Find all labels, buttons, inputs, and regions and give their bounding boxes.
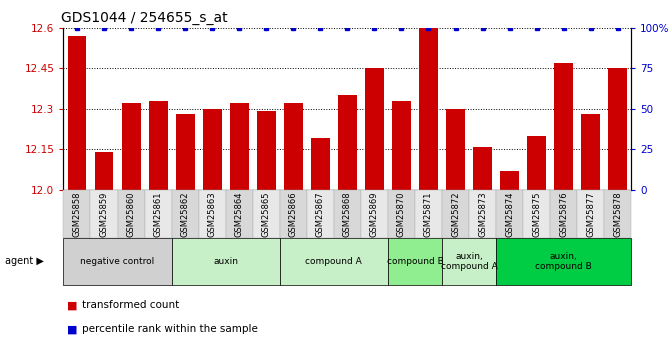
Bar (280, 190, 307, 238)
Text: GSM25863: GSM25863 (208, 191, 216, 237)
Bar (67, 36, 86, 190)
Bar (253, 190, 280, 238)
Bar (361, 190, 388, 238)
Bar (500, 171, 519, 190)
Bar (496, 190, 523, 238)
Bar (473, 147, 492, 190)
Text: GSM25861: GSM25861 (154, 191, 162, 237)
Text: GDS1044 / 254655_s_at: GDS1044 / 254655_s_at (61, 11, 227, 25)
Text: GSM25869: GSM25869 (370, 191, 379, 237)
Bar (365, 68, 384, 190)
Text: GSM25866: GSM25866 (289, 191, 298, 237)
Bar (122, 103, 140, 190)
Bar (63, 238, 172, 285)
Bar (202, 109, 222, 190)
Bar (280, 238, 388, 285)
Text: GSM25864: GSM25864 (234, 191, 244, 237)
Bar (388, 238, 442, 285)
Bar (554, 63, 573, 190)
Bar (198, 190, 226, 238)
Bar (307, 190, 334, 238)
Bar (63, 190, 90, 238)
Text: auxin,
compound B: auxin, compound B (535, 252, 592, 271)
Bar (392, 100, 411, 190)
Bar (176, 114, 194, 190)
Bar (415, 190, 442, 238)
Bar (605, 190, 631, 238)
Text: GSM25867: GSM25867 (316, 191, 325, 237)
Text: ■: ■ (67, 325, 77, 334)
Text: auxin,
compound A: auxin, compound A (441, 252, 498, 271)
Bar (257, 111, 276, 190)
Text: GSM25871: GSM25871 (424, 191, 433, 237)
Text: ■: ■ (67, 300, 77, 310)
Bar (338, 95, 357, 190)
Text: transformed count: transformed count (82, 300, 180, 310)
Bar (577, 190, 605, 238)
Text: GSM25858: GSM25858 (73, 191, 81, 237)
Bar (334, 190, 361, 238)
Text: GSM25862: GSM25862 (180, 191, 190, 237)
Bar (284, 103, 303, 190)
Bar (226, 190, 253, 238)
Text: agent ▶: agent ▶ (5, 256, 43, 266)
Bar (609, 68, 627, 190)
Bar (230, 103, 248, 190)
Text: GSM25859: GSM25859 (100, 191, 108, 237)
Bar (172, 238, 280, 285)
Bar (118, 190, 144, 238)
Text: GSM25877: GSM25877 (587, 191, 595, 237)
Bar (581, 114, 600, 190)
Text: compound B: compound B (387, 257, 444, 266)
Bar (496, 238, 631, 285)
Text: GSM25868: GSM25868 (343, 191, 352, 237)
Bar (550, 190, 577, 238)
Bar (388, 190, 415, 238)
Text: GSM25860: GSM25860 (126, 191, 136, 237)
Bar (144, 190, 172, 238)
Bar (172, 190, 198, 238)
Text: GSM25865: GSM25865 (262, 191, 271, 237)
Text: auxin: auxin (213, 257, 238, 266)
Text: negative control: negative control (80, 257, 155, 266)
Text: GSM25870: GSM25870 (397, 191, 406, 237)
Bar (90, 190, 118, 238)
Text: GSM25878: GSM25878 (613, 191, 622, 237)
Text: GSM25874: GSM25874 (505, 191, 514, 237)
Text: GSM25873: GSM25873 (478, 191, 487, 237)
Text: percentile rank within the sample: percentile rank within the sample (82, 325, 258, 334)
Bar (442, 238, 496, 285)
Bar (419, 28, 438, 190)
Text: compound A: compound A (305, 257, 362, 266)
Bar (311, 138, 330, 190)
Text: GSM25876: GSM25876 (559, 191, 568, 237)
Bar (469, 190, 496, 238)
Bar (442, 190, 469, 238)
Bar (148, 100, 168, 190)
Text: GSM25875: GSM25875 (532, 191, 541, 237)
Text: GSM25872: GSM25872 (451, 191, 460, 237)
Bar (446, 109, 465, 190)
Bar (95, 152, 114, 190)
Bar (523, 190, 550, 238)
Bar (527, 136, 546, 190)
